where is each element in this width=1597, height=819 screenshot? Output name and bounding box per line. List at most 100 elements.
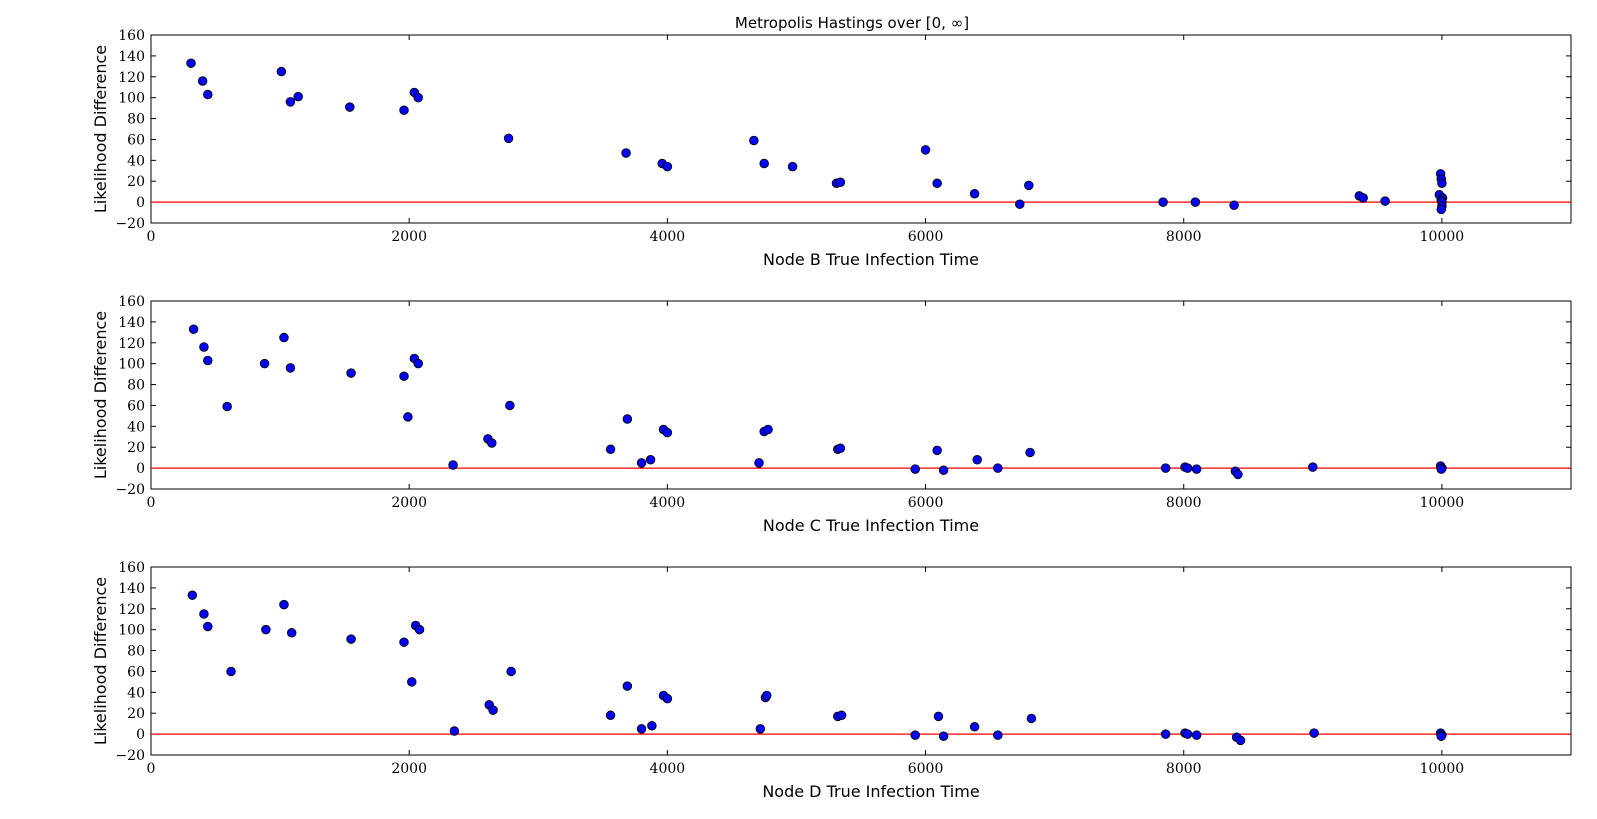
data-point [993, 463, 1003, 473]
data-point [1182, 463, 1193, 473]
y-tick-label: 140 [118, 49, 145, 65]
scatter-panel-node-c: 0 2000 4000 6000 8000 10000−20020406080100120… [91, 294, 1572, 535]
data-point [605, 710, 616, 721]
y-tick-label: 160 [118, 28, 145, 44]
data-point [938, 731, 949, 741]
data-point [1026, 713, 1037, 724]
data-point [399, 637, 409, 647]
y-tick-label: 100 [118, 357, 145, 373]
data-point [407, 677, 417, 687]
y-tick-label: 100 [118, 623, 145, 639]
x-tick-label: 4000 [650, 761, 686, 777]
data-point [1190, 197, 1201, 207]
data-point [188, 324, 199, 334]
data-point [645, 455, 656, 465]
y-tick-label: 120 [118, 70, 145, 86]
x-tick-label: 10000 [1420, 495, 1465, 511]
data-point [1358, 193, 1368, 203]
data-point [346, 634, 356, 644]
data-point [835, 177, 846, 188]
data-point [787, 161, 798, 172]
data-point [754, 458, 764, 468]
data-point [399, 371, 409, 381]
data-point [449, 726, 460, 736]
data-point [259, 358, 270, 369]
data-point [346, 368, 356, 378]
x-tick-label: 4000 [650, 229, 686, 245]
scatter-panel-node-b: 0 2000 4000 6000 8000 10000−20020406080100120… [91, 28, 1572, 269]
data-point [969, 189, 980, 199]
x-tick-label: 2000 [391, 761, 427, 777]
data-point [1229, 200, 1239, 210]
y-tick-label: 140 [118, 315, 145, 331]
data-point [636, 458, 647, 468]
data-point [345, 102, 355, 112]
y-tick-label: 100 [118, 91, 145, 107]
chart-title: Metropolis Hastings over [0, ∞] [735, 14, 969, 32]
data-point [399, 105, 409, 115]
data-point [1233, 469, 1243, 480]
x-tick-label: 6000 [908, 761, 944, 777]
data-point [222, 401, 232, 412]
y-tick-label: 20 [127, 706, 145, 722]
data-point [920, 145, 931, 155]
y-tick-label: 80 [127, 112, 145, 128]
data-point [749, 135, 759, 146]
x-tick-label: 4000 [650, 495, 686, 511]
data-point [763, 424, 773, 435]
y-tick-label: −20 [115, 482, 145, 498]
x-tick-label: 6000 [908, 229, 944, 245]
y-tick-label: 120 [118, 602, 145, 618]
data-point [403, 412, 413, 422]
y-tick-label: 160 [118, 560, 145, 576]
data-point [636, 724, 647, 734]
plot-area-frame [150, 34, 1572, 224]
y-tick-label: 80 [127, 644, 145, 660]
y-tick-label: 0 [136, 461, 145, 477]
y-tick-label: 40 [127, 685, 145, 701]
data-point [503, 133, 514, 144]
y-tick-label: 60 [127, 664, 145, 680]
data-point [932, 178, 942, 189]
data-point [622, 414, 633, 424]
data-point [662, 693, 673, 704]
data-point [414, 624, 425, 635]
data-point [285, 363, 296, 373]
data-point [285, 97, 296, 107]
data-point [1380, 196, 1390, 206]
data-point [199, 342, 209, 352]
data-point [1309, 728, 1319, 738]
data-point [413, 358, 423, 369]
x-tick-label: 6000 [908, 495, 944, 511]
y-axis-title: Likelihood Difference [91, 311, 110, 479]
data-point [622, 681, 633, 691]
data-point [203, 621, 213, 632]
data-point [605, 444, 616, 455]
data-point [932, 445, 942, 456]
data-point [933, 711, 944, 722]
data-point [1015, 199, 1025, 209]
y-tick-label: 140 [118, 581, 145, 597]
x-tick-label: 8000 [1166, 495, 1202, 511]
x-axis-title-node-c: Node C True Infection Time [763, 516, 979, 535]
x-tick-label: 0 [147, 495, 156, 511]
x-tick-label: 0 [147, 229, 156, 245]
x-tick-label: 8000 [1166, 229, 1202, 245]
data-point [835, 443, 846, 454]
data-point [1158, 197, 1168, 207]
data-point [1160, 463, 1171, 473]
y-tick-label: 20 [127, 174, 145, 190]
data-point [1437, 178, 1447, 189]
data-point [448, 460, 458, 470]
data-point [203, 355, 213, 366]
data-point [199, 609, 209, 619]
scatter-panel-node-d: 0 2000 4000 6000 8000 10000−20020406080100120… [91, 560, 1572, 801]
data-point [413, 92, 423, 103]
data-point [662, 427, 673, 438]
plot-area-frame [150, 300, 1572, 490]
data-point [1160, 729, 1171, 739]
y-tick-label: −20 [115, 216, 145, 232]
y-tick-label: 20 [127, 440, 145, 456]
data-point [226, 666, 236, 677]
data-point [910, 464, 920, 474]
